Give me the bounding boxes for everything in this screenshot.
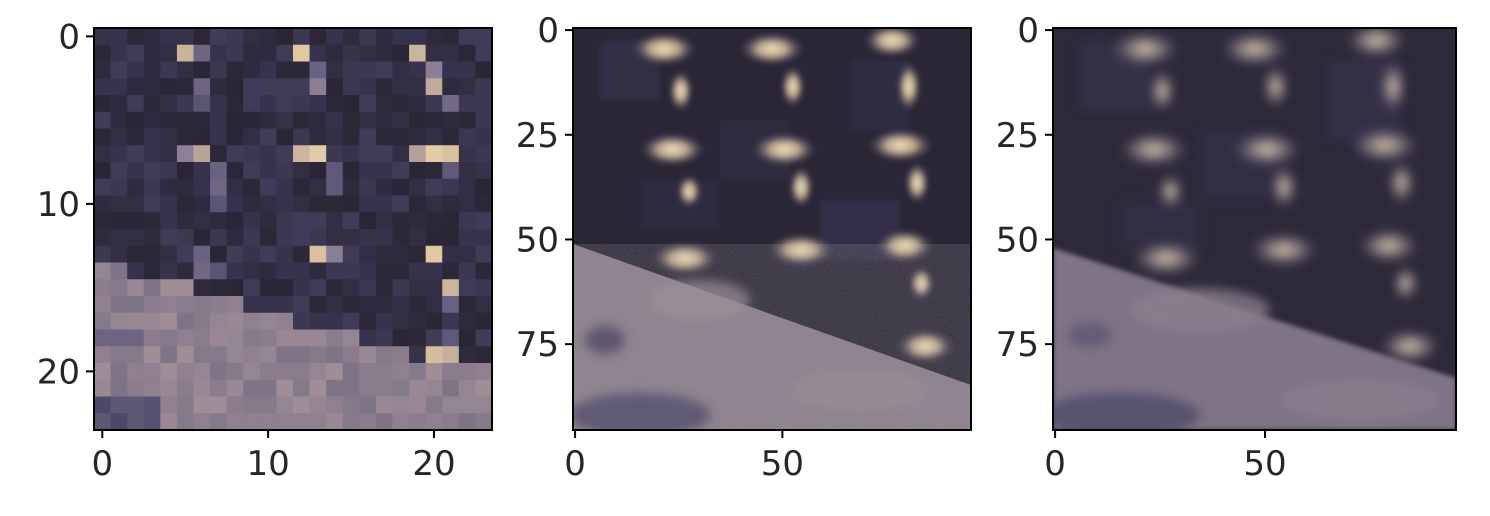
x-tick-label: 20 xyxy=(412,444,455,484)
x-tick-label: 50 xyxy=(761,444,804,484)
y-tick-label: 50 xyxy=(516,220,559,260)
y-tick-label: 20 xyxy=(37,352,80,392)
y-tick-label: 0 xyxy=(537,11,559,51)
x-tick-label: 10 xyxy=(246,444,289,484)
y-tick-label: 0 xyxy=(1017,11,1039,51)
x-tick-label: 50 xyxy=(1243,444,1286,484)
y-tick-label: 0 xyxy=(58,17,80,57)
panel-1-frame xyxy=(93,27,493,431)
y-tick-label: 75 xyxy=(516,325,559,365)
y-tick-label: 75 xyxy=(996,325,1039,365)
panel-high-res xyxy=(572,27,972,431)
y-tick-label: 25 xyxy=(516,116,559,156)
panel-3-frame xyxy=(1052,27,1457,431)
y-tick-label: 25 xyxy=(996,116,1039,156)
x-tick-label: 0 xyxy=(91,444,113,484)
panel-reconstruction xyxy=(1052,27,1457,431)
axis-ticks: 0 10 20 0 10 20 0 50 0 25 50 75 0 50 0 25 50 75 xyxy=(37,11,1287,484)
reconstructed-image xyxy=(1053,28,1456,430)
low-res-image xyxy=(94,28,492,430)
panel-low-res xyxy=(93,27,493,431)
y-tick-label: 50 xyxy=(996,220,1039,260)
x-tick-label: 0 xyxy=(1044,444,1066,484)
panel-2-frame xyxy=(572,27,972,431)
x-tick-label: 0 xyxy=(564,444,586,484)
high-res-image xyxy=(573,28,971,430)
y-tick-label: 10 xyxy=(37,185,80,225)
